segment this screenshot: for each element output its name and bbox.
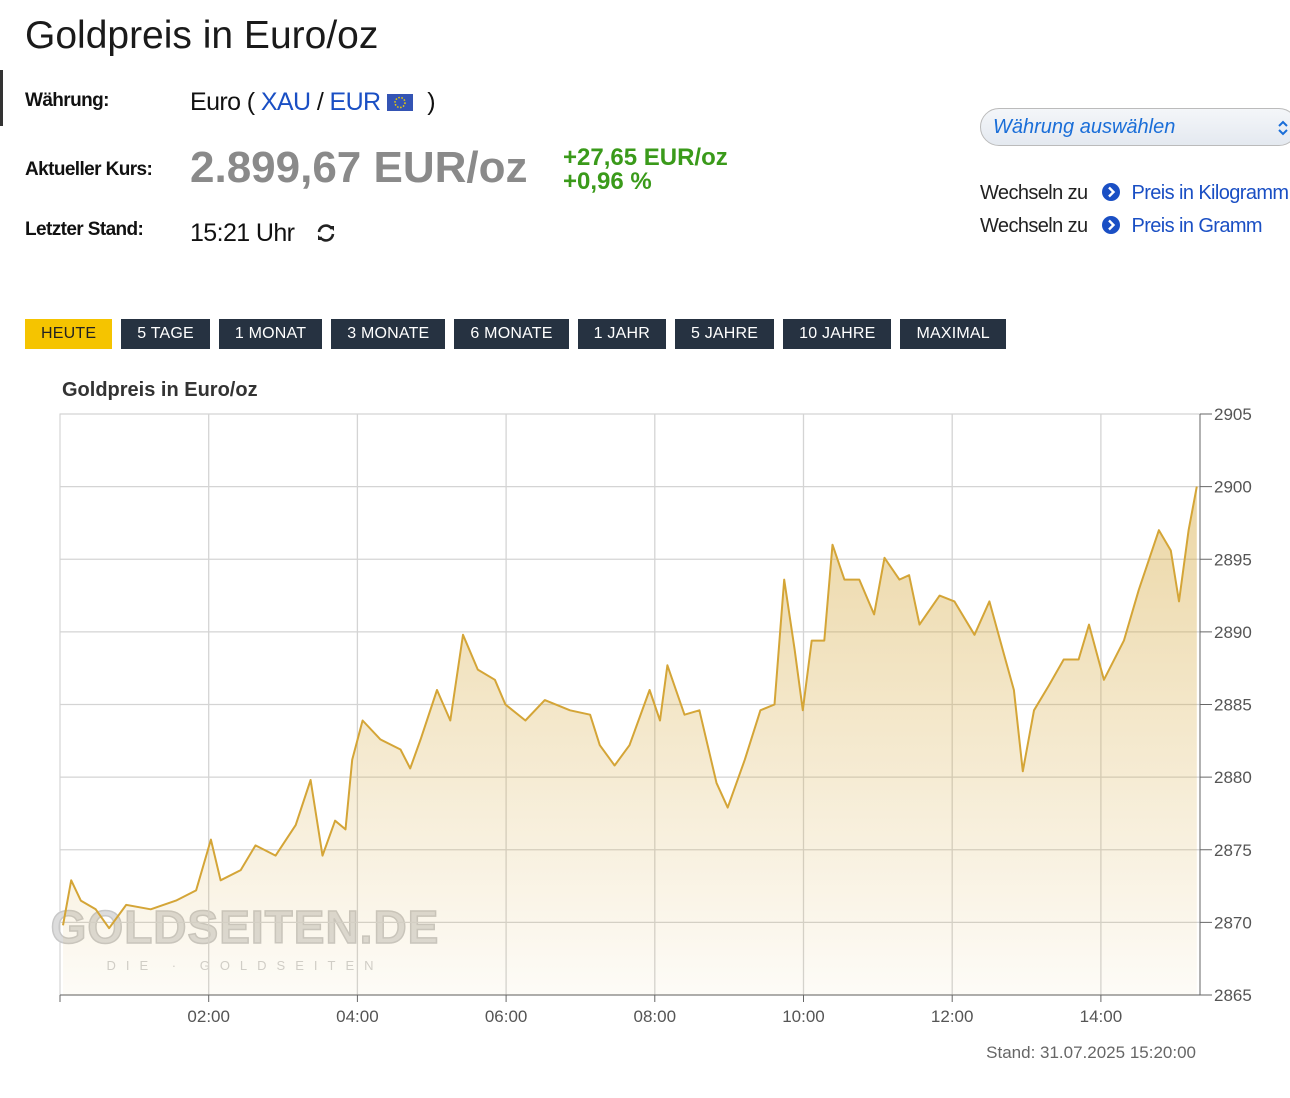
range-tab[interactable]: HEUTE	[25, 319, 113, 349]
link[interactable]: Preis in Kilogramm	[1131, 182, 1289, 204]
chart-title: Goldpreis in Euro/oz	[62, 379, 258, 401]
quote-link[interactable]: EUR	[329, 88, 382, 116]
y-tick-label: 2875	[1214, 841, 1252, 860]
range-tabs: HEUTE 5 TAGE 1 MONAT 3 MONATE 6 MONATE 1 JAHR…	[25, 319, 1006, 349]
link-row: Wechseln zu Preis in Gramm	[980, 215, 1263, 238]
range-tab[interactable]: 6 MONATE	[454, 319, 569, 349]
range-tab[interactable]: 5 TAGE	[121, 319, 210, 349]
currency-value: Euro ( XAU / EUR )	[190, 88, 436, 117]
change-abs: +27,65 EUR/oz	[563, 144, 728, 171]
price-label: Aktueller Kurs:	[25, 159, 153, 180]
range-tab[interactable]: 3 MONATE	[331, 319, 446, 349]
currency-select[interactable]: Währung auswählen	[980, 108, 1290, 146]
link-row: Wechseln zu Preis in Kilogramm	[980, 182, 1289, 205]
x-tick-label: 14:00	[1080, 1007, 1123, 1026]
y-tick-label: 2865	[1214, 986, 1252, 1005]
eu-flag	[386, 94, 413, 111]
select-text: Währung auswählen	[993, 116, 1176, 138]
y-tick-label: 2870	[1214, 913, 1252, 932]
range-tab[interactable]: 5 JAHRE	[674, 319, 775, 349]
currency-label: Währung:	[25, 90, 109, 111]
x-tick-label: 02:00	[187, 1007, 230, 1026]
range-tab[interactable]: 10 JAHRE	[783, 319, 892, 349]
link-icon	[1101, 183, 1120, 201]
x-tick-label: 10:00	[782, 1007, 825, 1026]
x-tick-label: 04:00	[336, 1007, 379, 1026]
separator: /	[316, 88, 324, 116]
chart: Goldpreis in Euro/oz GOLDSEITEN.DEDIE · …	[50, 379, 1252, 1062]
currency-suffix: )	[427, 88, 435, 116]
x-tick-label: 12:00	[931, 1007, 974, 1026]
currency-prefix: Euro (	[190, 88, 255, 116]
x-tick-label: 08:00	[634, 1007, 677, 1026]
y-tick-label: 2900	[1214, 478, 1252, 497]
base-link[interactable]: XAU	[260, 88, 311, 116]
range-tab[interactable]: 1 MONAT	[218, 319, 323, 349]
y-tick-label: 2885	[1214, 696, 1252, 715]
refresh-icon[interactable]	[315, 223, 337, 243]
page-title: Goldpreis in Euro/oz	[25, 14, 379, 57]
range-tab[interactable]: 1 JAHR	[577, 319, 666, 349]
price: 2.899,67 EUR/oz	[190, 143, 528, 192]
time-label: Letzter Stand:	[25, 219, 144, 240]
link[interactable]: Preis in Gramm	[1131, 215, 1262, 237]
link-prefix: Wechseln zu	[980, 215, 1088, 237]
area	[63, 486, 1197, 995]
accent-bar	[0, 70, 3, 126]
time: 15:21 Uhr	[190, 219, 337, 248]
footnote: Stand: 31.07.2025 15:20:00	[986, 1043, 1196, 1062]
time-text: 15:21 Uhr	[190, 219, 295, 247]
link-icon	[1101, 216, 1120, 234]
y-tick-label: 2890	[1214, 623, 1252, 642]
y-tick-label: 2880	[1214, 768, 1252, 787]
range-tab[interactable]: MAXIMAL	[900, 319, 1006, 349]
line	[62, 486, 1198, 930]
link-prefix: Wechseln zu	[980, 182, 1088, 204]
y-tick-label: 2905	[1214, 405, 1252, 424]
y-tick-label: 2895	[1214, 550, 1252, 569]
x-tick-label: 06:00	[485, 1007, 528, 1026]
change-pct: +0,96 %	[563, 168, 652, 195]
select-arrow	[1278, 120, 1288, 136]
